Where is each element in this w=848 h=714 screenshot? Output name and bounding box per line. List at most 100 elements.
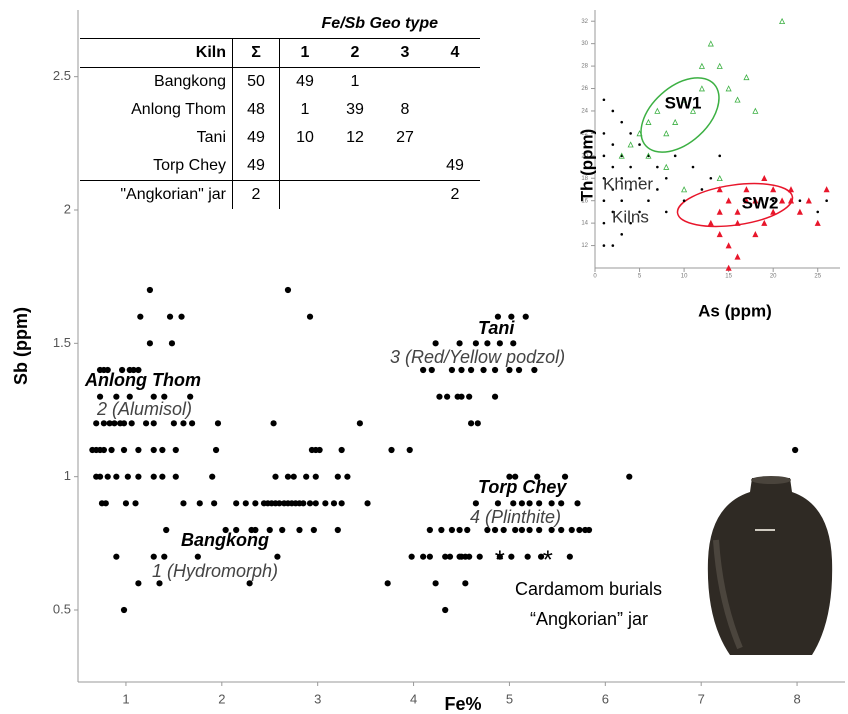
marker-point: * — [495, 545, 505, 575]
point — [480, 366, 487, 374]
point — [531, 366, 538, 374]
point — [442, 553, 449, 560]
y-tick-label: 1.5 — [53, 335, 71, 350]
point — [113, 473, 120, 480]
point — [709, 176, 713, 180]
point — [432, 340, 439, 347]
annotation: SW2 — [742, 193, 779, 212]
table-cell: 1 — [350, 73, 360, 90]
point — [233, 500, 240, 507]
annotation: Cardamom burials — [515, 579, 662, 599]
point — [442, 606, 449, 614]
point — [626, 473, 633, 480]
point — [456, 340, 463, 347]
point — [484, 526, 491, 534]
point — [638, 210, 641, 214]
point — [770, 208, 777, 215]
point — [627, 141, 634, 148]
point — [135, 473, 142, 480]
point — [805, 197, 812, 204]
x-axis-label: Fe% — [444, 694, 481, 714]
point — [664, 210, 668, 214]
point — [816, 210, 820, 214]
table-cell: 2 — [430, 180, 480, 209]
point — [734, 219, 741, 226]
point — [691, 165, 695, 169]
point — [698, 62, 705, 69]
point — [663, 163, 670, 170]
point — [100, 420, 107, 427]
y-tick-label: 16 — [581, 198, 588, 204]
table-cell: 2 — [330, 38, 380, 68]
point — [734, 208, 741, 215]
point — [518, 526, 526, 534]
point — [266, 526, 273, 534]
point — [120, 606, 128, 614]
point — [647, 199, 650, 202]
point — [290, 473, 297, 480]
point — [752, 231, 759, 238]
x-tick-label: 0 — [593, 274, 597, 280]
point — [161, 393, 168, 400]
annotation: 3 (Red/Yellow podzol) — [390, 347, 565, 367]
point — [743, 186, 750, 193]
table-cell — [80, 10, 233, 39]
x-tick-label: 5 — [638, 274, 642, 280]
point — [629, 221, 632, 225]
point — [196, 500, 203, 507]
annotation: 4 (Plinthite) — [470, 507, 561, 527]
point — [761, 219, 768, 226]
point — [272, 473, 279, 480]
table-cell: "Angkorian" jar — [80, 180, 233, 209]
point — [146, 286, 154, 294]
point — [100, 446, 107, 454]
point — [629, 132, 632, 135]
point — [725, 242, 732, 249]
annotation: Kilns — [612, 207, 649, 226]
point — [689, 107, 697, 114]
point — [420, 553, 427, 560]
point — [166, 313, 174, 320]
point — [506, 366, 513, 374]
point — [408, 553, 415, 560]
point — [310, 526, 317, 534]
point — [252, 526, 259, 534]
point — [168, 340, 176, 347]
point — [472, 500, 479, 507]
point — [212, 446, 220, 454]
y-axis-label: Sb (ppm) — [11, 307, 31, 385]
point — [330, 500, 338, 507]
point — [113, 393, 120, 400]
table-cell: 49 — [232, 124, 280, 152]
jar-rim — [751, 476, 791, 484]
point — [611, 210, 615, 214]
point — [673, 154, 677, 158]
table-cell — [330, 152, 380, 181]
y-tick-label: 14 — [581, 221, 588, 227]
point — [629, 188, 632, 191]
point — [156, 580, 163, 587]
point — [356, 420, 363, 427]
point — [524, 553, 531, 560]
point — [142, 420, 150, 427]
y-tick-label: 30 — [581, 41, 588, 47]
point — [312, 500, 319, 507]
x-tick-label: 4 — [410, 691, 417, 706]
point — [364, 500, 371, 507]
point — [178, 313, 185, 320]
point — [496, 553, 503, 560]
point — [561, 473, 569, 480]
y-tick-label: 1 — [64, 468, 71, 483]
point — [798, 199, 802, 202]
annotation: Tani — [478, 318, 515, 338]
y-tick-label: 32 — [581, 19, 588, 25]
x-tick-label: 10 — [681, 274, 688, 280]
table-cell: Torp Chey — [80, 152, 233, 181]
y-tick-label: 22 — [581, 131, 588, 137]
point — [476, 553, 483, 560]
point — [464, 526, 471, 534]
table-cell: Fe/Sb Geo type — [279, 10, 480, 39]
point — [338, 446, 345, 454]
table-cell — [279, 180, 330, 209]
x-tick-label: 8 — [793, 691, 800, 706]
